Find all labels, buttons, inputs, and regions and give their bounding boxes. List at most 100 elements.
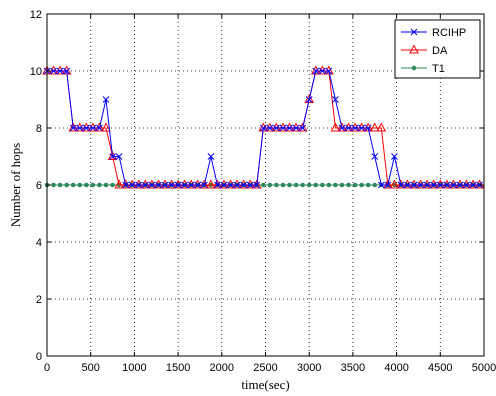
point-da (186, 179, 197, 189)
point-t1 (306, 182, 312, 188)
point-rcihp-stroke (318, 67, 326, 75)
point-rcihp (174, 181, 182, 189)
point-rcihp-stroke (109, 153, 116, 160)
point-da (206, 179, 216, 189)
point-rcihp (128, 181, 136, 189)
point-da (324, 65, 334, 75)
point-rcihp-stroke (430, 181, 438, 189)
point-rcihp (253, 181, 261, 189)
point-da (474, 179, 485, 189)
point-da (265, 122, 275, 132)
point-rcihp-stroke (397, 181, 405, 189)
axis-ticks: 0 500 1000 1500 2000 2500 3000 3500 4000 4500 5000… (30, 9, 496, 374)
point-rcihp-stroke (50, 67, 57, 75)
y-axis-label: Number of hops (8, 143, 23, 228)
point-rcihp-stroke (56, 67, 64, 75)
point-da (363, 122, 374, 132)
point-rcihp-stroke (63, 67, 71, 75)
y-tick-label: 2 (36, 294, 42, 306)
point-da (356, 122, 367, 132)
point-rcihp-stroke (220, 181, 228, 189)
point-rcihp-stroke (96, 124, 103, 132)
point-rcihp (377, 181, 385, 189)
legend-marker-rcihp (410, 28, 418, 36)
point-rcihp (332, 96, 339, 103)
point-da (455, 179, 465, 189)
point-rcihp-stroke (168, 181, 175, 189)
point-t1 (274, 182, 279, 188)
point-rcihp-stroke (351, 124, 359, 132)
point-t1 (84, 182, 89, 188)
point-rcihp-stroke (312, 67, 320, 75)
point-rcihp-stroke (292, 124, 300, 132)
point-rcihp-stroke (423, 181, 431, 189)
legend-label-rcihp: RCIHP (432, 27, 466, 39)
point-rcihp (109, 153, 116, 160)
point-rcihp (410, 181, 418, 189)
point-rcihp-stroke (469, 181, 477, 189)
point-da (251, 179, 262, 189)
point-rcihp-stroke (148, 181, 156, 189)
point-rcihp-stroke (286, 124, 293, 132)
y-tick-label: 12 (30, 9, 42, 21)
point-rcihp (312, 67, 320, 75)
point-da (278, 122, 288, 132)
point-rcihp (273, 124, 280, 132)
point-rcihp-stroke (476, 181, 483, 189)
point-rcihp-stroke (410, 181, 418, 189)
point-da (271, 122, 282, 132)
point-t1 (326, 182, 332, 188)
point-rcihp (69, 124, 77, 132)
point-rcihp (456, 181, 464, 189)
point-t1 (51, 182, 56, 188)
point-da (461, 179, 472, 189)
point-da (160, 179, 170, 189)
point-rcihp (155, 181, 162, 189)
point-rcihp-stroke (450, 181, 457, 189)
x-tick-label: 1500 (166, 362, 190, 374)
point-rcihp-stroke (76, 124, 84, 132)
x-tick-label: 0 (44, 362, 50, 374)
point-rcihp-stroke (345, 124, 352, 132)
point-rcihp-stroke (259, 124, 267, 132)
point-rcihp (338, 124, 346, 132)
point-da (337, 122, 347, 132)
legend-marker-t1 (411, 65, 417, 71)
point-t1 (57, 182, 63, 188)
point-da (402, 179, 413, 189)
point-rcihp (364, 124, 372, 132)
point-rcihp (50, 67, 57, 75)
point-t1 (359, 182, 364, 188)
point-da (369, 122, 380, 132)
point-da (140, 179, 151, 189)
point-da (435, 179, 446, 189)
x-tick-label: 2500 (253, 362, 277, 374)
point-da (297, 122, 308, 132)
point-t1 (267, 182, 273, 188)
point-rcihp-stroke (240, 181, 248, 189)
point-t1 (110, 182, 115, 188)
point-da (192, 179, 203, 189)
series-rcihp (43, 67, 483, 189)
x-tick-label: 5000 (472, 362, 496, 374)
point-rcihp (463, 181, 470, 189)
point-rcihp-stroke (384, 181, 392, 189)
point-rcihp (450, 181, 457, 189)
point-rcihp (292, 124, 300, 132)
point-rcihp-stroke (200, 181, 208, 189)
x-tick-label: 4000 (384, 362, 408, 374)
point-t1 (333, 182, 338, 188)
point-t1 (77, 182, 83, 188)
point-rcihp (371, 153, 379, 160)
point-t1 (97, 182, 102, 188)
legend-label-da: DA (432, 45, 448, 57)
point-rcihp (122, 181, 130, 189)
point-da (284, 122, 295, 132)
point-rcihp-stroke (122, 181, 130, 189)
point-rcihp-stroke (443, 181, 451, 189)
point-rcihp (76, 124, 84, 132)
point-rcihp (135, 181, 143, 189)
point-rcihp (89, 124, 97, 132)
point-da (48, 65, 59, 75)
